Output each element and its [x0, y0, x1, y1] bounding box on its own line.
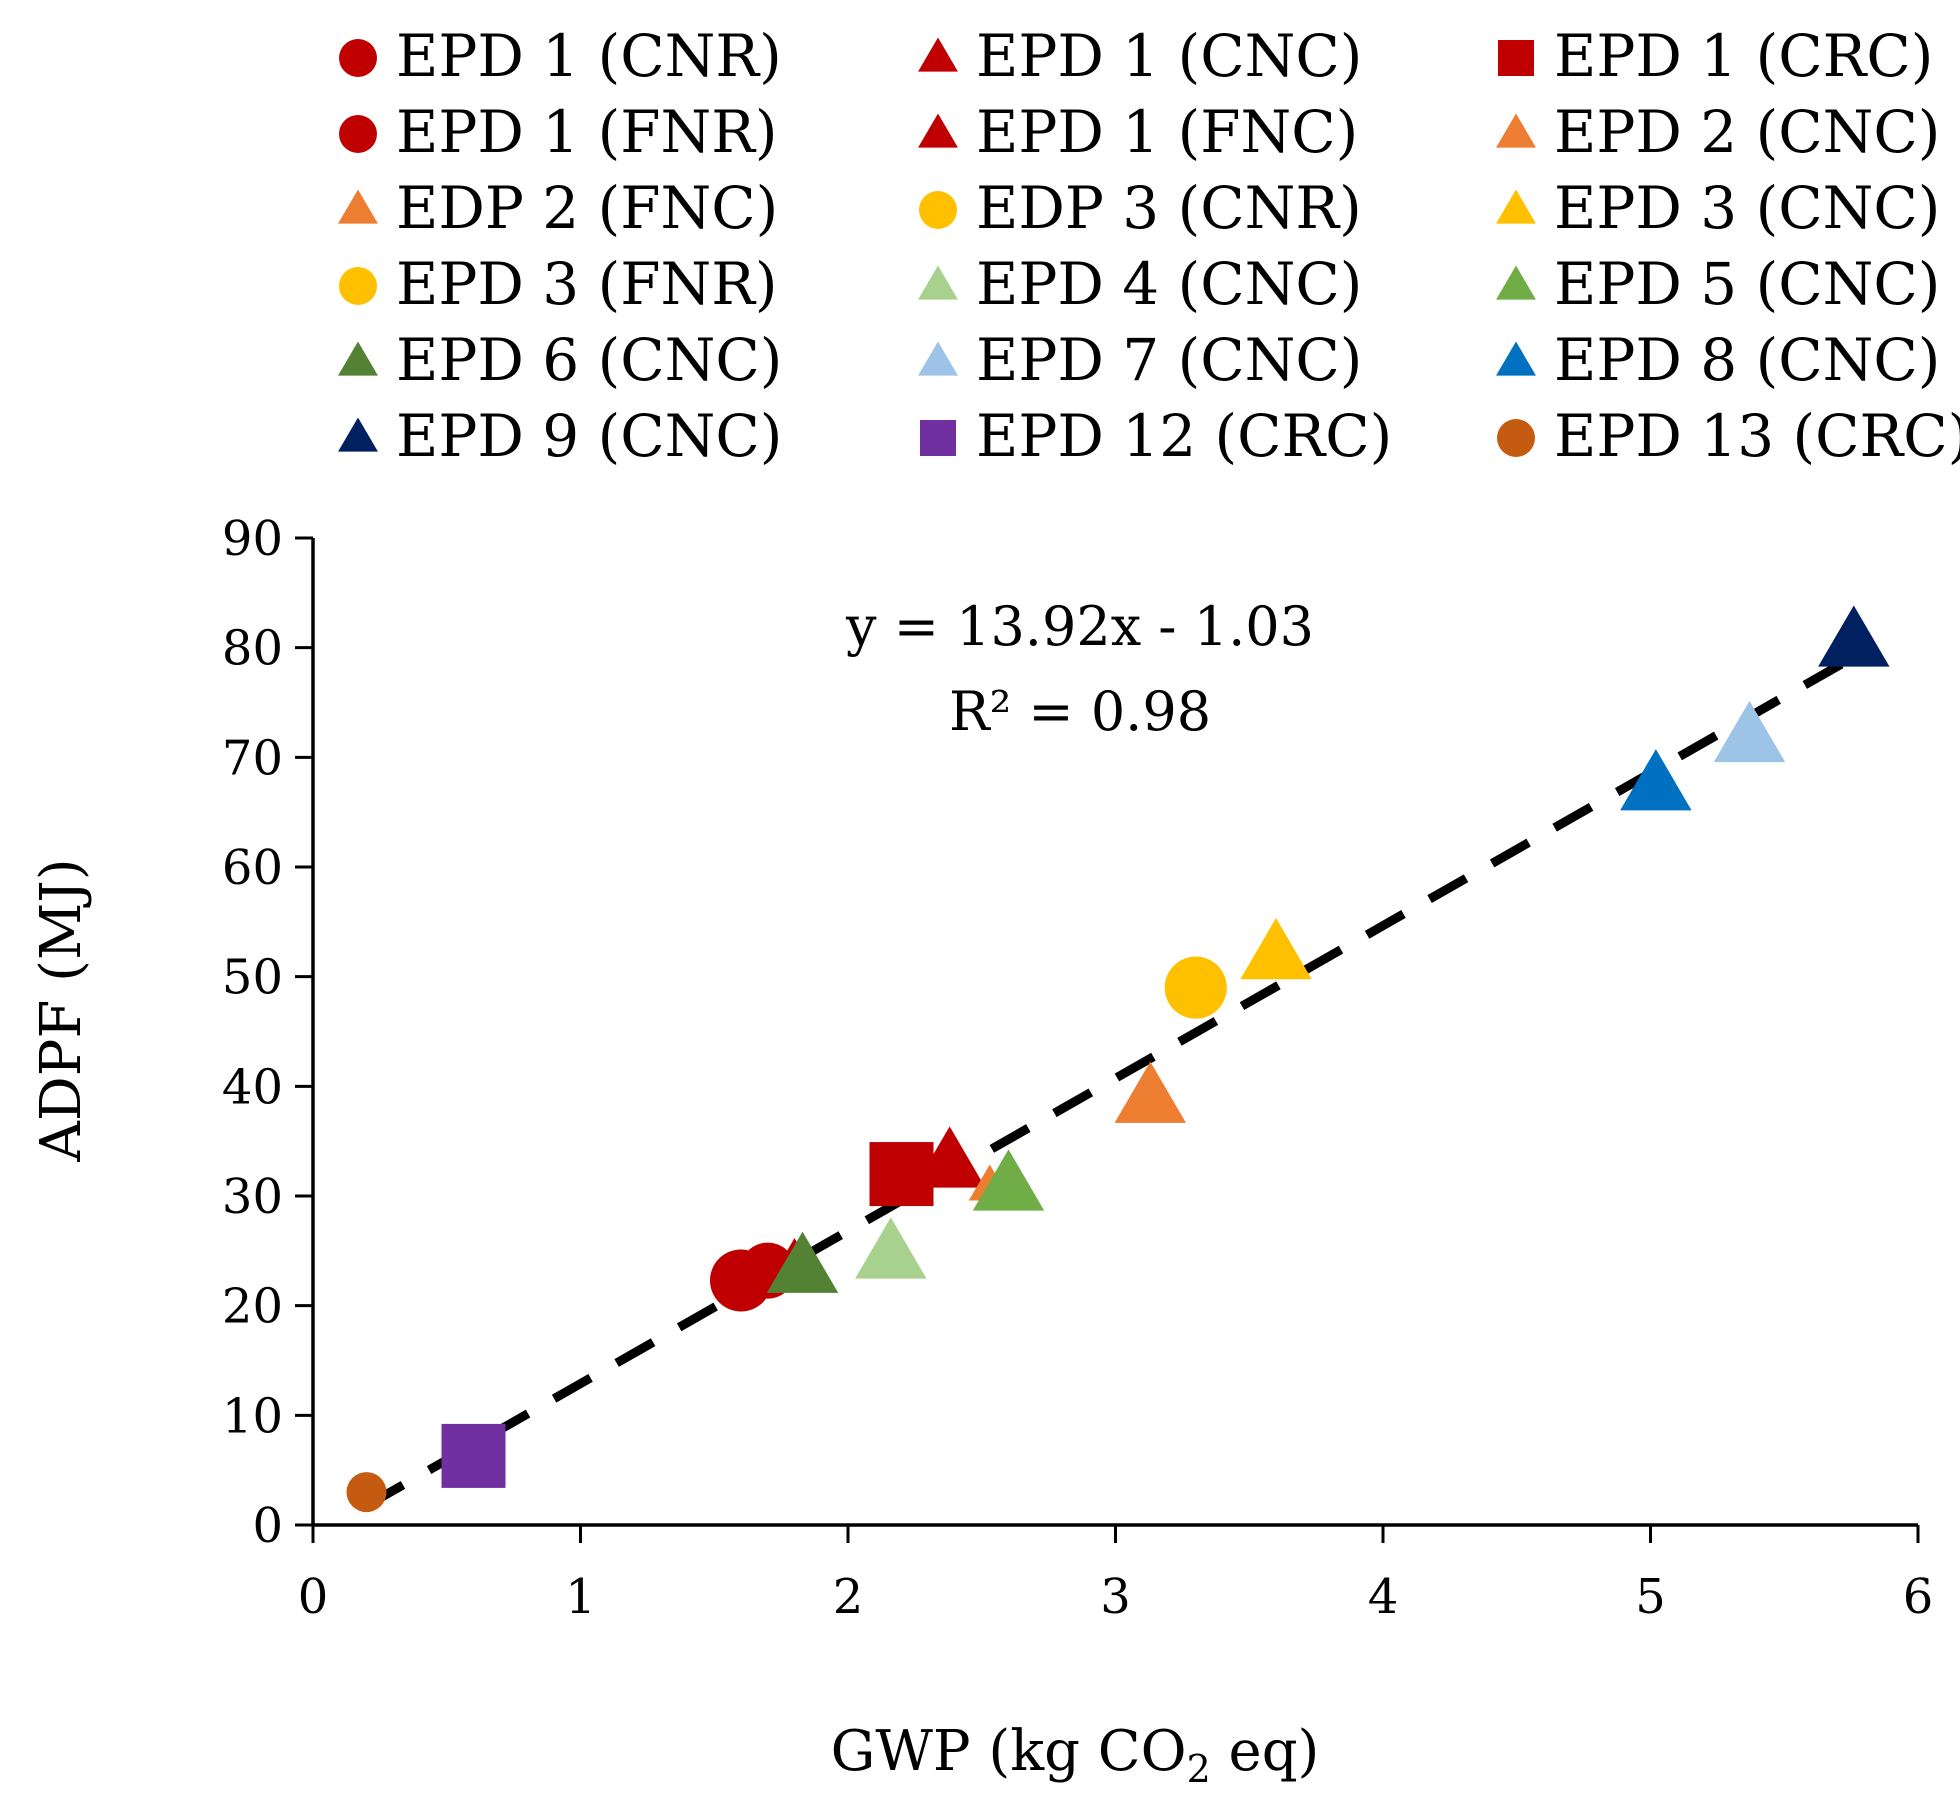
y-tick-label: 20 [222, 1279, 283, 1335]
x-tick-label: 4 [1368, 1569, 1399, 1625]
legend-item-edp-3-cnr: EDP 3 (CNR) [919, 174, 1362, 242]
y-tick-label: 70 [222, 730, 283, 786]
trendline-r2: R² = 0.98 [949, 680, 1211, 743]
legend-marker [339, 39, 377, 77]
legend-item-epd-1-fnr: EPD 1 (FNR) [339, 98, 778, 166]
legend-marker [918, 37, 958, 72]
data-points [346, 605, 1890, 1513]
legend-item-epd-3-fnr: EPD 3 (FNR) [339, 250, 778, 318]
y-tick-label: 80 [222, 621, 283, 677]
data-point-epd-1-crc [869, 1142, 934, 1207]
y-tick-label: 40 [222, 1059, 283, 1115]
data-point-epd-12-crc [441, 1423, 506, 1488]
legend-item-epd-7-cnc: EPD 7 (CNC) [918, 326, 1362, 394]
x-tick-label: 1 [565, 1569, 596, 1625]
data-point-epd-4-cnc [855, 1217, 927, 1279]
data-point-epd-8-cnc [1620, 749, 1692, 811]
legend-label: EPD 1 (CRC) [1554, 22, 1933, 90]
legend-label: EPD 5 (CNC) [1554, 250, 1940, 318]
legend-marker [338, 189, 378, 224]
legend-label: EPD 3 (FNR) [396, 250, 778, 318]
y-tick-label: 60 [222, 840, 283, 896]
legend-label: EPD 9 (CNC) [396, 402, 782, 470]
legend-marker [1496, 189, 1536, 224]
legend-marker [1496, 341, 1536, 376]
legend-marker [339, 115, 377, 153]
legend-marker [1496, 113, 1536, 148]
data-point-epd-13-crc [346, 1472, 387, 1513]
trendline [364, 654, 1854, 1510]
legend-label: EPD 4 (CNC) [976, 250, 1362, 318]
x-tick-label: 0 [298, 1569, 329, 1625]
y-tick-label: 30 [222, 1169, 283, 1225]
data-point-epd-2-cnc [1114, 1061, 1186, 1123]
legend-label: EPD 1 (CNC) [976, 22, 1362, 90]
legend-label: EDP 2 (FNC) [396, 174, 778, 242]
y-tick-label: 0 [252, 1498, 283, 1554]
x-axis-label-subscript: 2 [1187, 1747, 1211, 1791]
legend-item-epd-6-cnc: EPD 6 (CNC) [338, 326, 782, 394]
y-tick-label: 90 [222, 511, 283, 567]
legend-marker [1496, 265, 1536, 300]
x-tick-label: 3 [1100, 1569, 1131, 1625]
legend-item-epd-1-cnc: EPD 1 (CNC) [918, 22, 1362, 90]
legend-item-epd-1-crc: EPD 1 (CRC) [1498, 22, 1933, 90]
trendline-group [364, 654, 1854, 1510]
legend-label: EPD 3 (CNC) [1554, 174, 1940, 242]
legend-item-edp-2-fnc: EDP 2 (FNC) [338, 174, 778, 242]
legend-item-epd-4-cnc: EPD 4 (CNC) [918, 250, 1362, 318]
legend-marker [919, 191, 957, 229]
legend-item-epd-1-cnr: EPD 1 (CNR) [339, 22, 782, 90]
legend-item-epd-13-crc: EPD 13 (CRC) [1497, 402, 1960, 470]
legend-item-epd-3-cnc: EPD 3 (CNC) [1496, 174, 1940, 242]
axes: 0 10 20 30 40 50 60 70 80 90 0 1 2 3 4 5 6 [222, 511, 1933, 1625]
data-point-epd-3-fnr [1164, 956, 1227, 1019]
legend-marker [338, 341, 378, 376]
legend-item-epd-8-cnc: EPD 8 (CNC) [1496, 326, 1940, 394]
x-axis-label-tail: eq) [1211, 1719, 1320, 1784]
legend: EPD 1 (CNR) EPD 1 (CNC) EPD 1 (CRC) EPD 1 (… [338, 22, 1960, 470]
legend-label: EPD 13 (CRC) [1554, 402, 1960, 470]
legend-label: EPD 1 (CNR) [396, 22, 782, 90]
legend-marker [338, 417, 378, 452]
legend-item-epd-1-fnc: EPD 1 (FNC) [918, 98, 1358, 166]
legend-label: EPD 2 (CNC) [1554, 98, 1940, 166]
legend-item-epd-2-cnc: EPD 2 (CNC) [1496, 98, 1940, 166]
legend-marker [918, 265, 958, 300]
legend-label: EPD 1 (FNC) [976, 98, 1358, 166]
legend-label: EPD 7 (CNC) [976, 326, 1362, 394]
y-axis-label: ADPF (MJ) [29, 858, 94, 1162]
data-point-epd-6-cnc [766, 1231, 839, 1293]
legend-marker [339, 267, 377, 305]
data-point-epd-7-cnc [1713, 700, 1786, 763]
legend-marker [1497, 419, 1535, 457]
data-point-epd-3-cnc [1240, 918, 1312, 980]
y-tick-label: 10 [222, 1388, 283, 1444]
legend-label: EPD 1 (FNR) [396, 98, 778, 166]
legend-label: EPD 12 (CRC) [976, 402, 1392, 470]
x-tick-label: 2 [833, 1569, 864, 1625]
legend-item-epd-12-crc: EPD 12 (CRC) [920, 402, 1392, 470]
x-tick-label: 5 [1635, 1569, 1666, 1625]
data-point-epd-5-cnc [972, 1149, 1045, 1211]
legend-item-epd-5-cnc: EPD 5 (CNC) [1496, 250, 1940, 318]
legend-item-epd-9-cnc: EPD 9 (CNC) [338, 402, 782, 470]
x-tick-label: 6 [1903, 1569, 1934, 1625]
legend-marker [920, 420, 956, 456]
data-point-epd-9-cnc [1818, 605, 1890, 667]
legend-marker [918, 341, 958, 376]
x-axis-label: GWP (kg CO2 eq) [831, 1719, 1320, 1791]
legend-marker [918, 113, 958, 148]
legend-label: EPD 8 (CNC) [1554, 326, 1940, 394]
y-tick-label: 50 [222, 950, 283, 1006]
legend-marker [1498, 40, 1534, 76]
x-axis-label-main: GWP (kg CO [831, 1719, 1187, 1784]
legend-label: EDP 3 (CNR) [976, 174, 1362, 242]
legend-label: EPD 6 (CNC) [396, 326, 782, 394]
trendline-equation: y = 13.92x - 1.03 [845, 595, 1314, 658]
